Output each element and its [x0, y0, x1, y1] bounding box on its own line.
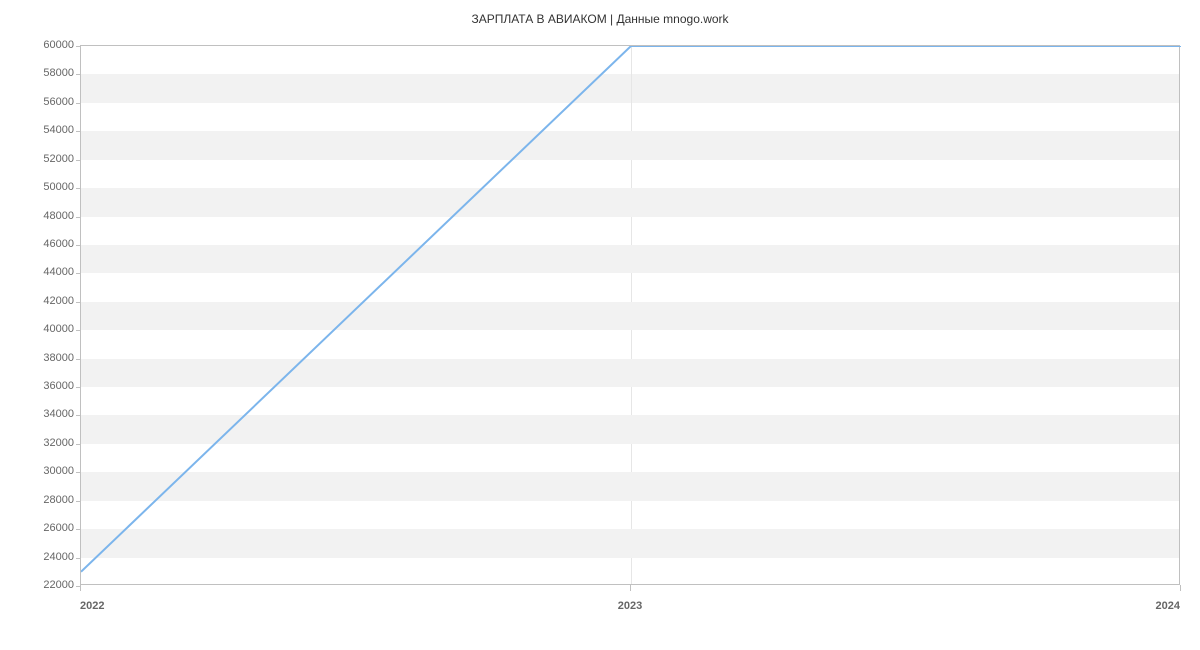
- y-tick-mark: [76, 501, 81, 502]
- y-tick-label: 48000: [43, 210, 74, 222]
- y-tick-label: 36000: [43, 380, 74, 392]
- grid-band: [81, 188, 1179, 216]
- y-tick-mark: [76, 415, 81, 416]
- y-tick-mark: [76, 245, 81, 246]
- y-tick-label: 60000: [43, 39, 74, 51]
- grid-band: [81, 131, 1179, 159]
- y-tick-mark: [76, 444, 81, 445]
- x-tick-label: 2024: [1156, 600, 1180, 612]
- grid-band: [81, 245, 1179, 273]
- y-tick-label: 46000: [43, 238, 74, 250]
- grid-band: [81, 359, 1179, 387]
- y-tick-mark: [76, 103, 81, 104]
- y-tick-mark: [76, 160, 81, 161]
- plot-area: [80, 45, 1180, 585]
- y-tick-mark: [76, 46, 81, 47]
- y-tick-label: 26000: [43, 522, 74, 534]
- y-tick-label: 58000: [43, 67, 74, 79]
- y-tick-label: 30000: [43, 465, 74, 477]
- y-tick-mark: [76, 387, 81, 388]
- y-tick-mark: [76, 359, 81, 360]
- y-tick-label: 38000: [43, 352, 74, 364]
- y-tick-mark: [76, 302, 81, 303]
- grid-band: [81, 472, 1179, 500]
- y-tick-label: 34000: [43, 408, 74, 420]
- y-tick-mark: [76, 188, 81, 189]
- y-tick-label: 22000: [43, 579, 74, 591]
- y-tick-mark: [76, 217, 81, 218]
- y-tick-label: 44000: [43, 266, 74, 278]
- chart-title: ЗАРПЛАТА В АВИАКОМ | Данные mnogo.work: [0, 0, 1200, 26]
- x-tick-mark: [80, 585, 81, 591]
- y-tick-label: 56000: [43, 96, 74, 108]
- x-tick-mark: [630, 585, 631, 591]
- y-tick-label: 52000: [43, 153, 74, 165]
- chart-container: 2200024000260002800030000320003400036000…: [80, 45, 1180, 600]
- y-tick-label: 32000: [43, 437, 74, 449]
- y-tick-label: 54000: [43, 124, 74, 136]
- grid-band: [81, 302, 1179, 330]
- x-tick-mark: [1180, 585, 1181, 591]
- y-tick-mark: [76, 74, 81, 75]
- grid-band: [81, 529, 1179, 557]
- y-tick-mark: [76, 529, 81, 530]
- y-tick-label: 40000: [43, 323, 74, 335]
- y-tick-label: 50000: [43, 181, 74, 193]
- x-tick-label: 2023: [618, 600, 642, 612]
- y-tick-label: 42000: [43, 295, 74, 307]
- y-tick-label: 28000: [43, 494, 74, 506]
- y-tick-mark: [76, 330, 81, 331]
- y-tick-mark: [76, 131, 81, 132]
- grid-band: [81, 74, 1179, 102]
- y-tick-label: 24000: [43, 551, 74, 563]
- grid-band: [81, 415, 1179, 443]
- x-tick-label: 2022: [80, 600, 104, 612]
- y-tick-mark: [76, 558, 81, 559]
- y-tick-mark: [76, 472, 81, 473]
- y-tick-mark: [76, 273, 81, 274]
